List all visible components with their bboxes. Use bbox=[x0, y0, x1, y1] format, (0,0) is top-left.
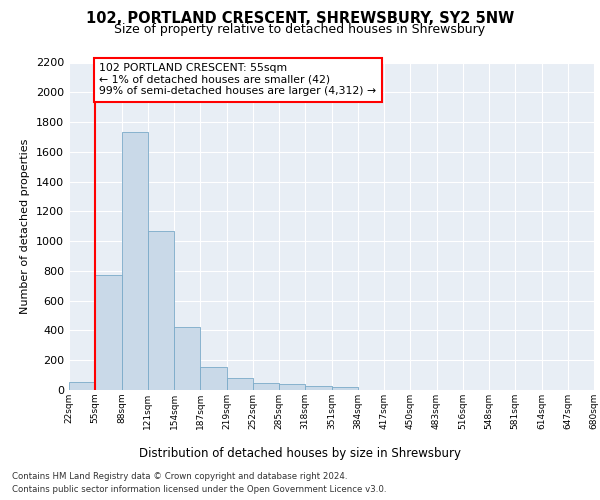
Text: Contains public sector information licensed under the Open Government Licence v3: Contains public sector information licen… bbox=[12, 485, 386, 494]
Bar bbox=[227, 378, 253, 390]
Bar bbox=[121, 132, 148, 390]
Bar bbox=[331, 387, 358, 390]
Bar bbox=[174, 328, 200, 390]
Bar bbox=[95, 274, 121, 390]
Bar bbox=[148, 230, 174, 390]
Bar bbox=[69, 382, 95, 390]
Bar bbox=[279, 384, 305, 390]
Text: Size of property relative to detached houses in Shrewsbury: Size of property relative to detached ho… bbox=[115, 22, 485, 36]
Y-axis label: Number of detached properties: Number of detached properties bbox=[20, 138, 31, 314]
Bar bbox=[305, 386, 331, 390]
Text: 102 PORTLAND CRESCENT: 55sqm
← 1% of detached houses are smaller (42)
99% of sem: 102 PORTLAND CRESCENT: 55sqm ← 1% of det… bbox=[99, 63, 376, 96]
Bar bbox=[253, 383, 279, 390]
Text: Contains HM Land Registry data © Crown copyright and database right 2024.: Contains HM Land Registry data © Crown c… bbox=[12, 472, 347, 481]
Text: 102, PORTLAND CRESCENT, SHREWSBURY, SY2 5NW: 102, PORTLAND CRESCENT, SHREWSBURY, SY2 … bbox=[86, 11, 514, 26]
Bar bbox=[200, 367, 227, 390]
Text: Distribution of detached houses by size in Shrewsbury: Distribution of detached houses by size … bbox=[139, 448, 461, 460]
